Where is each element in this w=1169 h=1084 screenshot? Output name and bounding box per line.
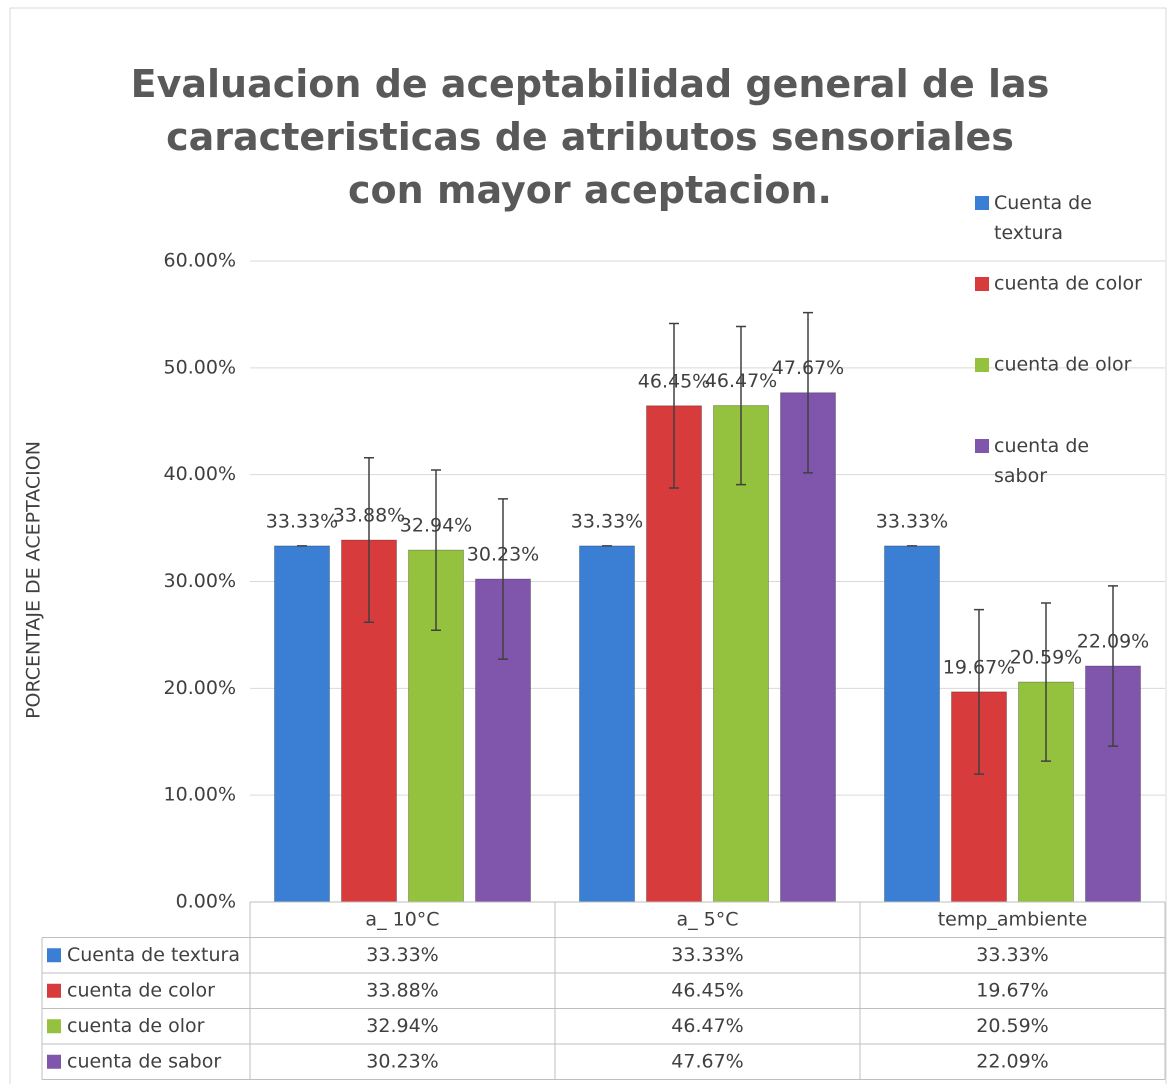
chart-title: Evaluacion de aceptabilidad general de l… — [130, 62, 1050, 212]
data-label: 33.33% — [571, 510, 643, 532]
y-axis-title: PORCENTAJE DE ACEPTACION — [23, 441, 45, 719]
data-label: 22.09% — [1077, 631, 1149, 653]
table-row-label: cuenta de sabor — [67, 1050, 221, 1072]
legend-label: cuenta de color — [994, 273, 1142, 295]
table-marker — [47, 1054, 61, 1069]
data-label: 30.23% — [467, 544, 539, 566]
table-row-label: cuenta de olor — [67, 1015, 205, 1037]
data-label: 33.88% — [333, 505, 405, 527]
table-cell: 46.47% — [671, 1015, 743, 1037]
data-label: 33.33% — [266, 510, 338, 532]
table-cell: 47.67% — [671, 1050, 743, 1072]
data-label: 47.67% — [772, 357, 844, 379]
table-marker — [47, 983, 61, 998]
error-bar — [498, 498, 508, 660]
legend-marker — [975, 358, 989, 372]
table-cell: 46.45% — [671, 979, 743, 1001]
legend-marker — [975, 439, 989, 453]
error-bar — [669, 322, 679, 489]
legend-marker — [975, 196, 989, 210]
table-cell: 32.94% — [366, 1015, 438, 1037]
table-cell: 33.88% — [366, 979, 438, 1001]
table-cell: 33.33% — [671, 944, 743, 966]
data-label: 33.33% — [876, 510, 948, 532]
bar — [1018, 681, 1074, 903]
table-marker — [47, 948, 61, 963]
data-label: 46.45% — [638, 370, 710, 392]
error-bar — [803, 311, 813, 474]
table-cell: 30.23% — [366, 1050, 438, 1072]
error-bar — [1108, 585, 1118, 747]
chart-border — [9, 7, 1167, 1084]
bar — [274, 545, 330, 903]
y-tick-label: 0.00% — [176, 891, 236, 913]
table-cell: 22.09% — [976, 1050, 1048, 1072]
x-tick-label: temp_ambiente — [938, 908, 1088, 930]
data-label: 46.47% — [705, 370, 777, 392]
bar — [713, 405, 769, 903]
table-cell: 33.33% — [366, 944, 438, 966]
table-row-label: cuenta de color — [67, 979, 215, 1001]
table-cell: 20.59% — [976, 1015, 1048, 1037]
bar — [780, 392, 836, 903]
data-label: 19.67% — [943, 656, 1015, 678]
bar — [579, 545, 635, 903]
y-tick-label: 40.00% — [164, 463, 236, 485]
y-tick-label: 30.00% — [164, 570, 236, 592]
bar — [884, 545, 940, 903]
x-tick-label: a_ 10°C — [365, 908, 439, 930]
y-tick-label: 60.00% — [164, 250, 236, 272]
data-label: 20.59% — [1010, 647, 1082, 669]
table-marker — [47, 1019, 61, 1034]
table-cell: 33.33% — [976, 944, 1048, 966]
legend-label: cuenta de sabor — [994, 435, 1089, 487]
table-cell: 19.67% — [976, 979, 1048, 1001]
error-bar — [974, 608, 984, 775]
error-bar — [364, 457, 374, 624]
table-row-label: Cuenta de textura — [67, 944, 240, 966]
data-label: 32.94% — [400, 515, 472, 537]
legend-label: cuenta de olor — [994, 354, 1132, 376]
error-bar — [736, 325, 746, 486]
legend-marker — [975, 277, 989, 291]
y-tick-label: 10.00% — [164, 784, 236, 806]
y-tick-label: 50.00% — [164, 356, 236, 378]
legend-label: Cuenta de textura — [994, 192, 1092, 244]
error-bar — [431, 469, 441, 631]
error-bar — [1041, 602, 1051, 762]
y-tick-label: 20.00% — [164, 677, 236, 699]
x-tick-label: a_ 5°C — [676, 908, 738, 930]
